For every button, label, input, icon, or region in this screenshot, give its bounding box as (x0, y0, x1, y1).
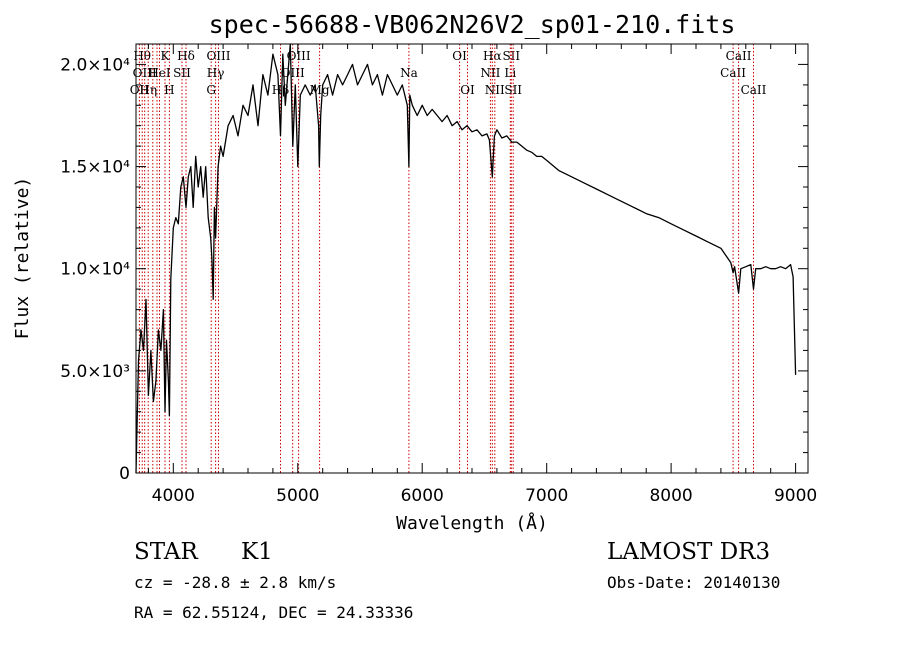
x-tick-label: 6000 (401, 486, 444, 506)
flux-series-line (135, 43, 797, 474)
spectral-line-label: SII (504, 83, 522, 97)
axis-ticks: 4000 5000 6000 7000 8000 9000 0 5.0×10³ 1.0×10⁴ 1… (60, 43, 817, 506)
x-tick-label: 7000 (525, 486, 568, 506)
spectral-line-label: CaII (720, 66, 746, 80)
x-tick-label: 8000 (649, 486, 692, 506)
x-axis-label: Wavelength (Å) (396, 512, 548, 534)
redshift-value: cz = -28.8 ± 2.8 km/s (134, 573, 337, 592)
chart-title: spec-56688-VB062N26V2_sp01-210.fits (209, 10, 736, 39)
spectral-line-label: OIII (287, 49, 311, 63)
spectral-line-label: Hα (483, 49, 502, 63)
spectral-lines: OIIHθOIIIHηHeIKHSIIHδGHγOIIIHβOIIIOIIIMg… (130, 44, 767, 473)
x-tick-label: 9000 (774, 486, 817, 506)
spectrum-chart: spec-56688-VB062N26V2_sp01-210.fits OIIH… (12, 10, 817, 534)
y-tick-label: 0 (119, 464, 130, 484)
spectral-line-label: HeI (148, 66, 171, 80)
survey-name: LAMOST DR3 (607, 539, 771, 565)
spectral-line-label: Hη (139, 83, 157, 97)
object-class: STAR (134, 539, 198, 565)
x-tick-label: 5000 (276, 486, 319, 506)
spectral-line-label: Na (400, 66, 418, 80)
spectral-line-label: H (164, 83, 174, 97)
spectral-line-label: SII (173, 66, 191, 80)
spectral-line-label: SII (502, 49, 520, 63)
spectral-line-label: NII (485, 83, 505, 97)
y-tick-label: 5.0×10³ (60, 362, 130, 382)
spectral-line-label: CaII (726, 49, 752, 63)
spectral-line-label: OI (460, 83, 475, 97)
spectral-line-label: Li (504, 66, 516, 80)
y-tick-label: 1.5×10⁴ (60, 158, 130, 178)
spectral-line-label: OIII (206, 49, 230, 63)
sky-coordinates: RA = 62.55124, DEC = 24.33336 (134, 603, 414, 622)
spectral-line-label: NII (480, 66, 500, 80)
spectral-line-label: CaII (741, 83, 767, 97)
y-tick-label: 1.0×10⁴ (60, 260, 130, 280)
spectral-line-label: OI (452, 49, 467, 63)
object-subclass: K1 (241, 539, 273, 565)
spectral-line-label: Hθ (133, 49, 151, 63)
plot-frame (135, 43, 809, 474)
y-tick-label: 2.0×10⁴ (60, 55, 130, 75)
spectral-line-label: Hγ (207, 66, 225, 80)
spectral-line-label: Hδ (177, 49, 195, 63)
spectral-line-label: G (206, 83, 216, 97)
spectral-line-label: K (161, 49, 171, 63)
observation-date: Obs-Date: 20140130 (607, 573, 781, 592)
spectral-line-label: OIII (133, 66, 157, 80)
x-tick-label: 4000 (152, 486, 195, 506)
y-axis-label: Flux (relative) (12, 177, 33, 340)
